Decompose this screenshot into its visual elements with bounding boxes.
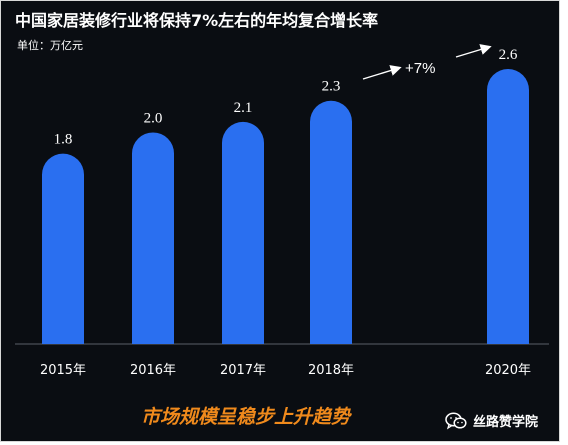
x-tick-label-1: 2016年 bbox=[130, 363, 176, 378]
growth-annotation: +7% bbox=[362, 44, 492, 80]
growth-arrow-right bbox=[455, 44, 492, 58]
bar-value-label-0: 1.8 bbox=[54, 132, 73, 148]
bottom-slogan: 市场规模呈稳步上升趋势 bbox=[141, 406, 351, 428]
x-tick-label-4: 2020年 bbox=[485, 363, 531, 378]
growth-arrow-left bbox=[362, 65, 402, 80]
x-tick-label-2: 2017年 bbox=[220, 363, 266, 378]
bar-value-label-2: 2.1 bbox=[234, 100, 253, 116]
chart-frame: 中国家居装修行业将保持7%左右的年均复合增长率 单位：万亿元 1.8 2.0 2.1… bbox=[0, 0, 560, 442]
bar-chart: 1.8 2.0 2.1 2.3 2.6 2015年 2016年 2017年 2018年 2020… bbox=[15, 44, 549, 378]
bar-0 bbox=[42, 153, 84, 344]
bar-value-label-3: 2.3 bbox=[322, 79, 341, 95]
bar-value-label-1: 2.0 bbox=[144, 110, 163, 126]
bar-2 bbox=[222, 121, 264, 344]
wechat-icon bbox=[445, 412, 467, 430]
x-tick-label-3: 2018年 bbox=[308, 363, 354, 378]
bar-1 bbox=[132, 132, 174, 344]
bar-4 bbox=[487, 69, 529, 344]
x-tick-label-0: 2015年 bbox=[40, 363, 86, 378]
watermark-text: 丝路赞学院 bbox=[473, 415, 539, 430]
chart-title: 中国家居装修行业将保持7%左右的年均复合增长率 bbox=[15, 11, 379, 30]
bar-3 bbox=[310, 100, 352, 344]
watermark: 丝路赞学院 bbox=[445, 411, 538, 430]
chart-subtitle: 单位：万亿元 bbox=[17, 39, 83, 52]
bar-value-label-4: 2.6 bbox=[499, 47, 518, 63]
growth-annotation-label: +7% bbox=[405, 60, 435, 77]
